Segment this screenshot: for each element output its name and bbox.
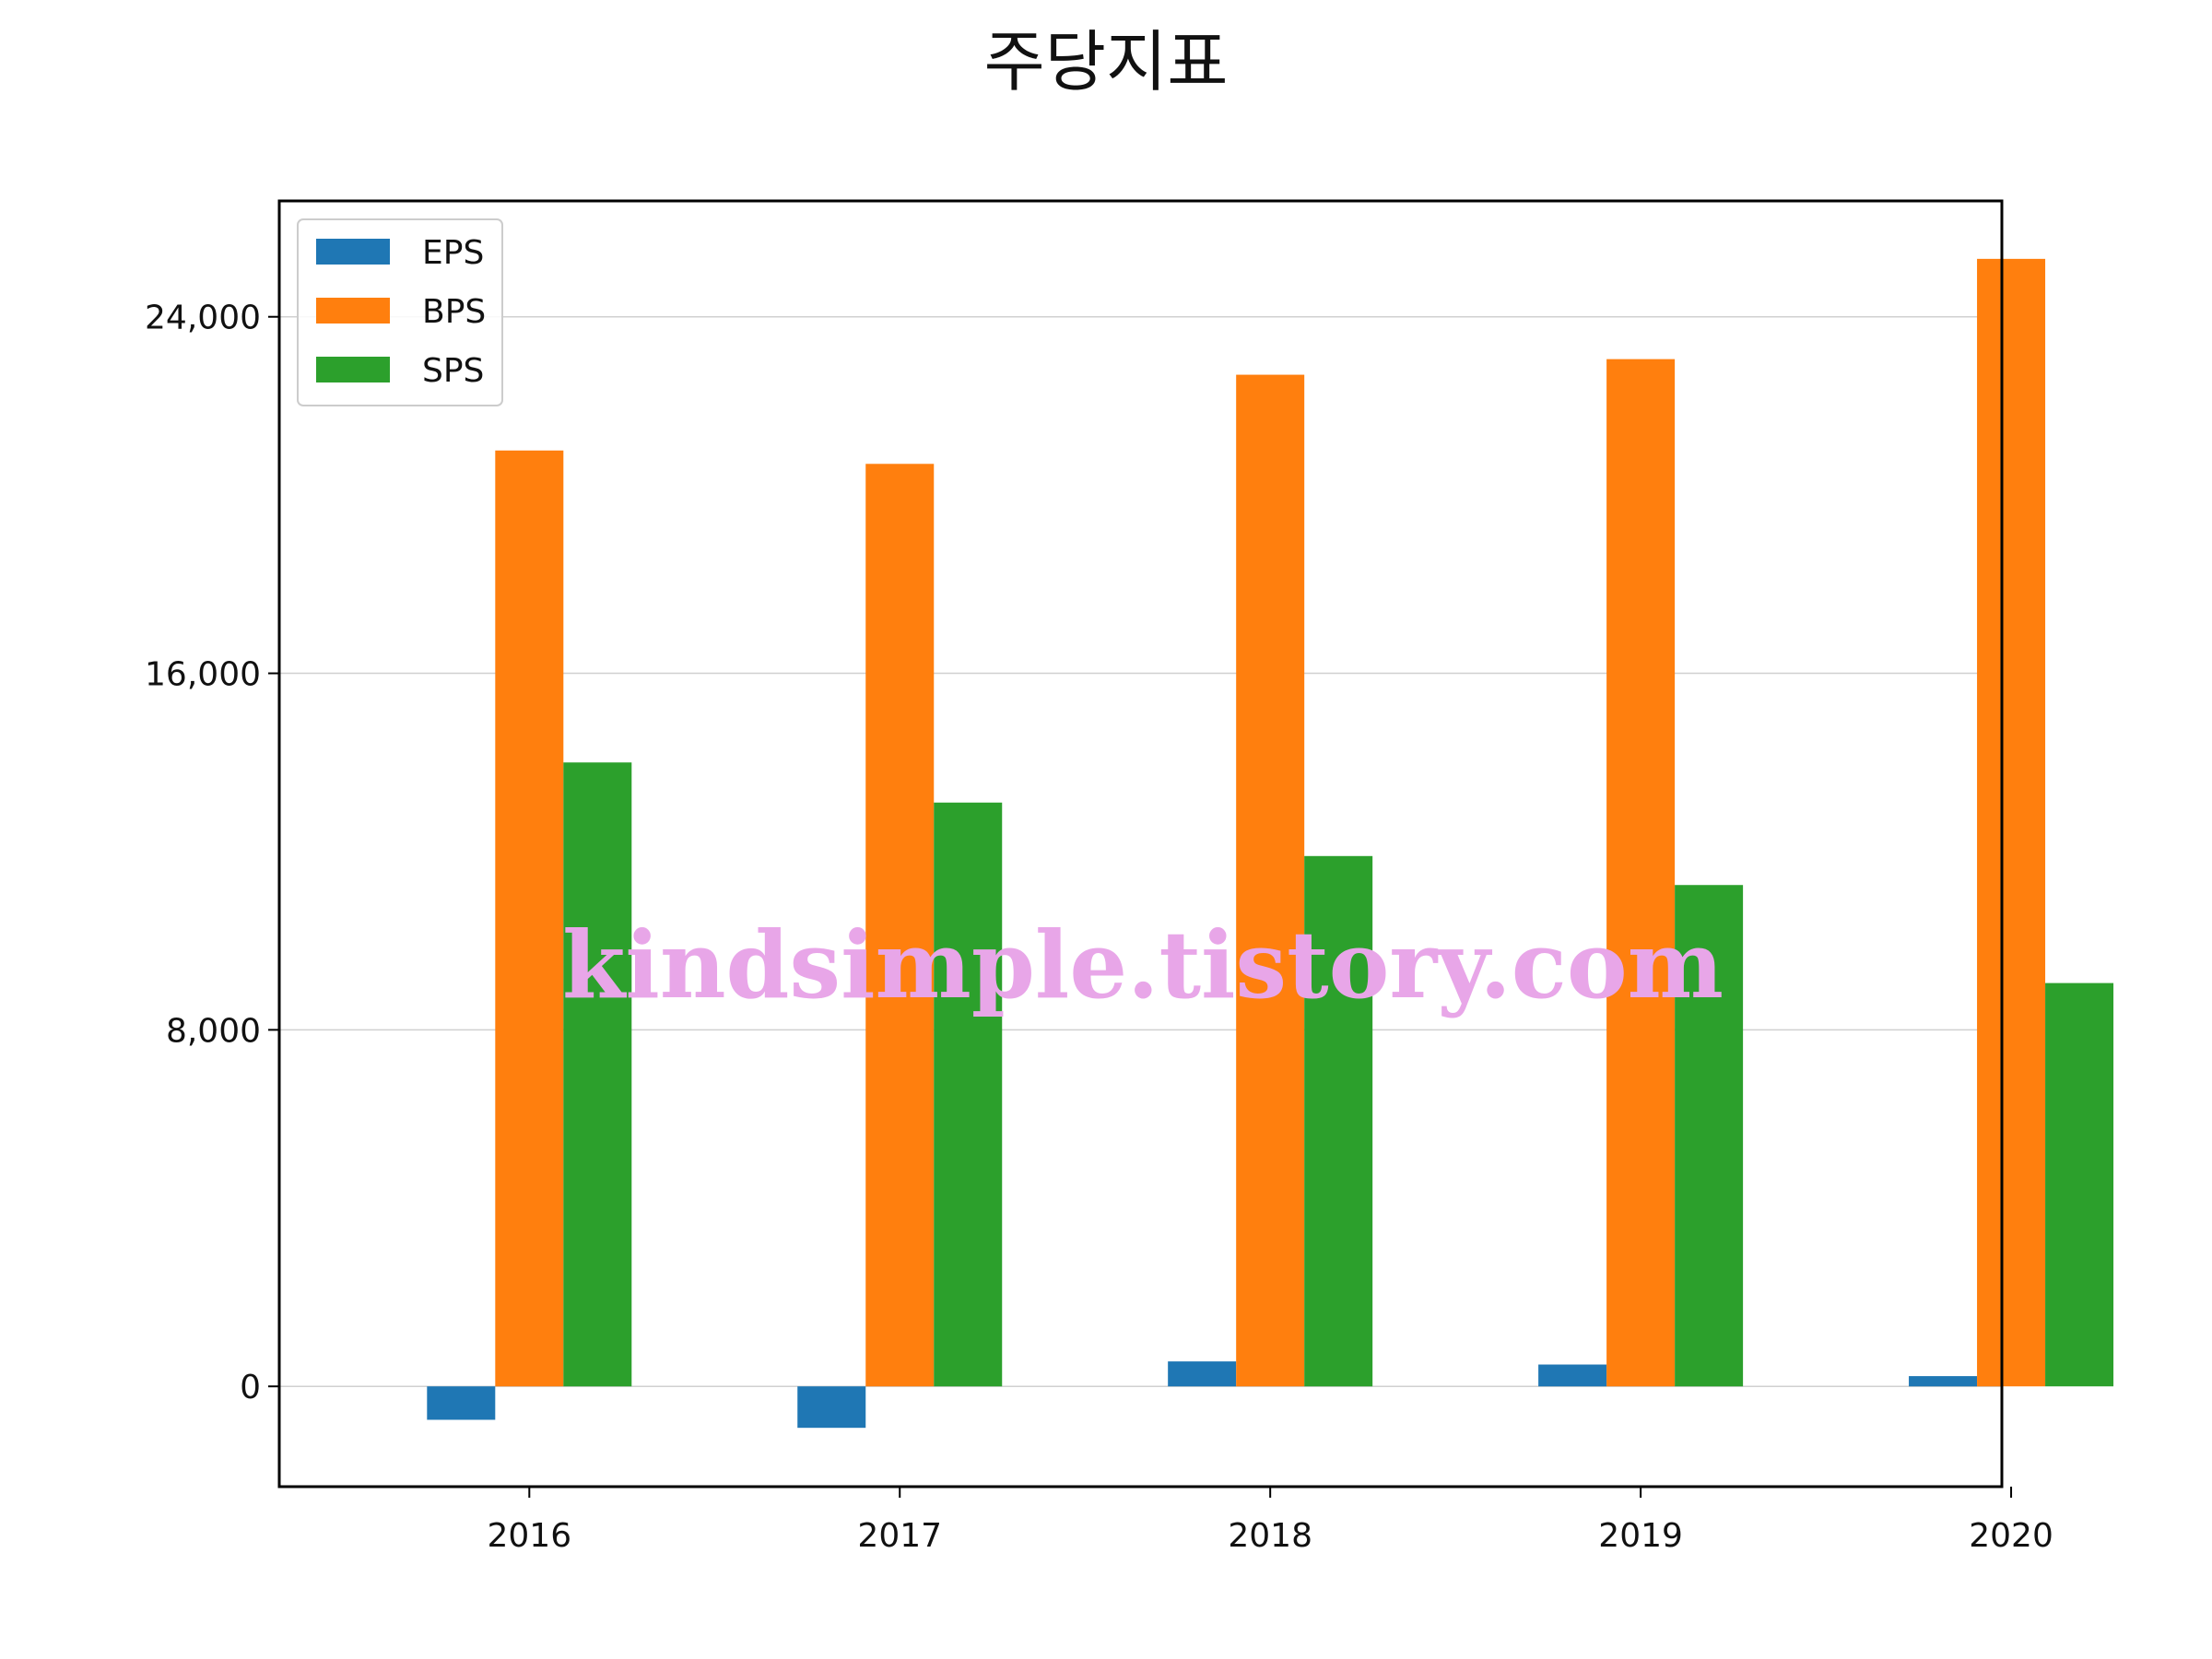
- bar-bps: [495, 450, 564, 1387]
- bars: [427, 258, 2114, 1429]
- legend-swatch-sps: [316, 357, 390, 382]
- bar-sps: [563, 762, 632, 1387]
- watermark-text: kindsimple.tistory.com: [562, 911, 1724, 1019]
- plot-frame: [277, 199, 2004, 1488]
- bar-eps: [1909, 1376, 1978, 1387]
- bar-bps: [1236, 374, 1305, 1387]
- legend: EPS BPS SPS: [297, 218, 503, 406]
- bar-bps: [1977, 258, 2046, 1387]
- bar-bps: [1606, 359, 1676, 1387]
- legend-label-eps: EPS: [422, 234, 484, 272]
- x-tick-label: 2019: [1598, 1517, 1683, 1555]
- x-tick-label: 2018: [1228, 1517, 1312, 1555]
- y-tick-label: 24,000: [145, 300, 261, 337]
- chart-title: 주당지표: [984, 23, 1229, 100]
- x-tick-label: 2020: [1969, 1517, 2053, 1555]
- x-axis: 2016 2017 2018 2019 2020: [487, 1487, 2053, 1555]
- y-tick-label: 16,000: [145, 656, 261, 694]
- bar-eps: [427, 1386, 496, 1420]
- bar-sps: [1304, 855, 1373, 1387]
- y-tick-label: 0: [240, 1369, 261, 1406]
- bar-sps: [2045, 982, 2114, 1387]
- bar-eps: [1168, 1361, 1237, 1387]
- x-tick-label: 2016: [487, 1517, 571, 1555]
- y-axis: 0 8,000 16,000 24,000: [145, 300, 279, 1406]
- bar-eps: [1538, 1364, 1607, 1387]
- legend-label-bps: BPS: [422, 293, 486, 331]
- x-tick-label: 2017: [857, 1517, 942, 1555]
- y-tick-label: 8,000: [166, 1012, 261, 1050]
- bar-sps: [934, 802, 1003, 1387]
- bar-bps: [865, 464, 935, 1387]
- bar-eps: [797, 1386, 866, 1429]
- legend-swatch-eps: [316, 239, 390, 265]
- legend-label-sps: SPS: [422, 352, 484, 390]
- bar-sps: [1675, 885, 1744, 1387]
- legend-swatch-bps: [316, 298, 390, 324]
